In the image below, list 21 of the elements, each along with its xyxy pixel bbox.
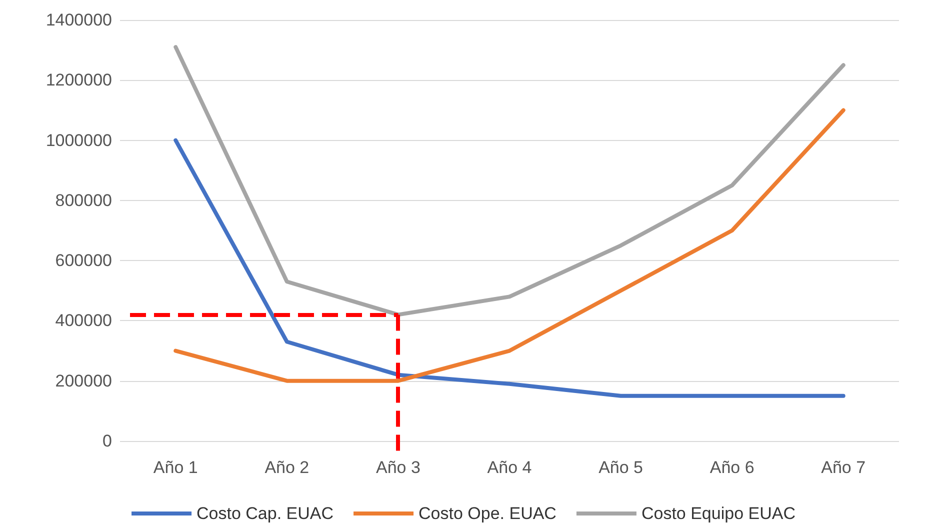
y-tick-label: 0 — [102, 432, 112, 450]
x-tick-label: Año 6 — [710, 458, 754, 477]
y-tick-label: 400000 — [55, 311, 112, 330]
x-tick-label: Año 5 — [598, 458, 644, 477]
x-tick-label: Año 1 — [153, 458, 198, 477]
legend-label: Costo Cap. EUAC — [196, 504, 334, 523]
y-tick-label: 200000 — [55, 371, 112, 390]
y-tick-label: 1400000 — [46, 10, 112, 30]
x-tick-label: Año 4 — [487, 458, 532, 477]
legend-label: Costo Ope. EUAC — [418, 504, 556, 523]
y-tick-label: 1200000 — [46, 70, 112, 90]
y-tick-label: 600000 — [55, 251, 112, 270]
y-tick-label: 1000000 — [46, 130, 112, 150]
y-tick-label: 800000 — [55, 190, 112, 210]
line-series — [174, 45, 846, 317]
line-series — [174, 108, 846, 383]
x-tick-label: Año 7 — [821, 458, 866, 477]
legend-label: Costo Equipo EUAC — [641, 504, 796, 523]
x-tick-label: Año 2 — [264, 458, 310, 477]
x-tick-label: Año 3 — [376, 458, 420, 477]
line-series — [174, 138, 846, 398]
